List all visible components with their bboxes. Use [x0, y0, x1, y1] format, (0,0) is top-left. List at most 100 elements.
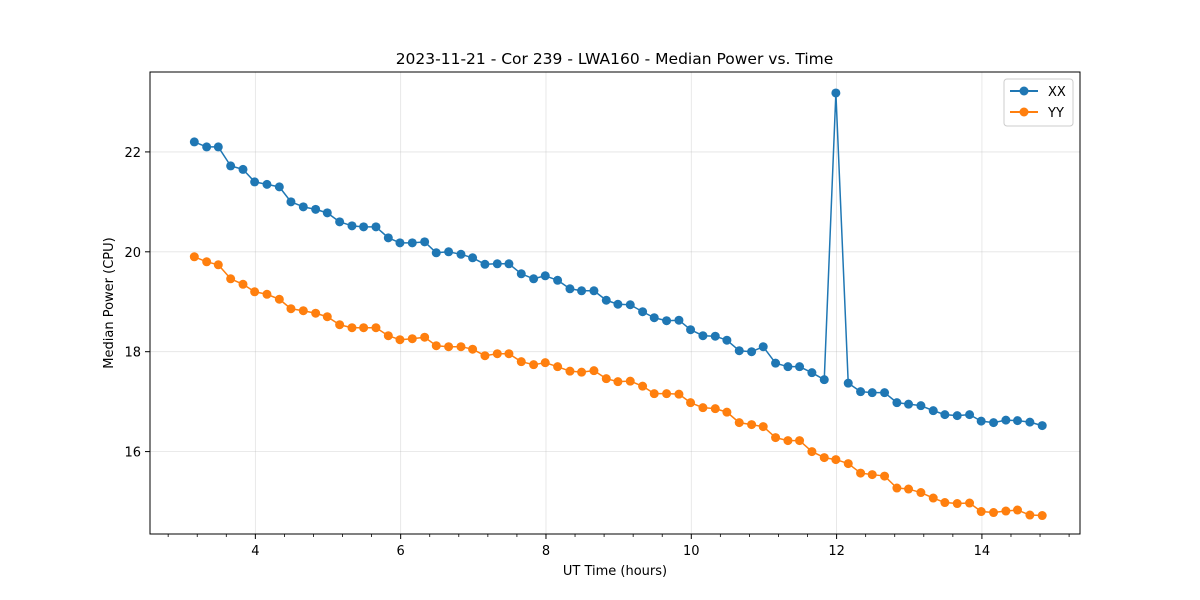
data-point-yy — [674, 389, 684, 399]
series-layer — [189, 88, 1047, 521]
data-point-xx — [262, 179, 272, 189]
x-tick-label: 6 — [397, 544, 405, 559]
data-point-xx — [904, 399, 914, 409]
data-point-yy — [553, 362, 563, 372]
x-tick-label: 4 — [251, 544, 259, 559]
data-point-yy — [565, 366, 575, 376]
data-point-yy — [649, 389, 659, 399]
data-point-yy — [371, 323, 381, 333]
data-point-yy — [516, 357, 526, 367]
data-point-xx — [795, 362, 805, 372]
data-point-yy — [625, 376, 635, 386]
data-point-yy — [286, 304, 296, 314]
data-point-yy — [662, 389, 672, 399]
data-point-xx — [601, 295, 611, 305]
data-point-yy — [976, 507, 986, 517]
data-point-yy — [916, 488, 926, 498]
data-point-yy — [213, 260, 223, 270]
data-point-xx — [238, 164, 248, 174]
data-point-xx — [456, 249, 466, 259]
data-point-yy — [807, 447, 817, 457]
data-point-xx — [638, 307, 648, 317]
data-point-yy — [613, 377, 623, 387]
data-point-xx — [468, 253, 478, 263]
data-point-xx — [867, 388, 877, 398]
data-point-xx — [928, 406, 938, 416]
data-point-xx — [1025, 417, 1035, 427]
data-point-yy — [904, 484, 914, 494]
data-point-xx — [298, 202, 308, 212]
data-point-xx — [311, 204, 321, 214]
y-tick-label: 22 — [124, 146, 141, 161]
data-point-xx — [843, 378, 853, 388]
data-point-xx — [202, 142, 212, 152]
data-point-xx — [565, 284, 575, 294]
data-point-xx — [250, 177, 260, 187]
data-point-xx — [710, 331, 720, 341]
data-point-yy — [238, 279, 248, 289]
data-point-xx — [771, 358, 781, 368]
data-point-yy — [456, 342, 466, 352]
data-point-xx — [480, 259, 490, 269]
data-point-yy — [347, 323, 357, 333]
legend-marker-yy — [1019, 107, 1029, 117]
data-point-yy — [202, 257, 212, 267]
data-point-yy — [383, 331, 393, 341]
data-point-xx — [492, 259, 502, 269]
y-tick-label: 16 — [124, 446, 141, 461]
data-point-xx — [359, 222, 369, 232]
data-point-yy — [989, 508, 999, 518]
data-point-yy — [1013, 505, 1023, 515]
data-point-xx — [504, 259, 514, 269]
y-tick-label: 20 — [124, 246, 141, 261]
data-point-xx — [589, 286, 599, 296]
data-point-xx — [226, 161, 236, 171]
data-point-xx — [662, 316, 672, 326]
data-point-yy — [1001, 506, 1011, 516]
data-point-xx — [649, 313, 659, 323]
data-point-xx — [625, 300, 635, 310]
data-point-yy — [940, 498, 950, 508]
data-point-xx — [1001, 415, 1011, 425]
data-point-yy — [189, 252, 199, 262]
data-point-yy — [880, 471, 890, 481]
data-point-xx — [807, 368, 817, 378]
data-point-yy — [431, 341, 441, 351]
data-point-yy — [783, 436, 793, 446]
data-point-yy — [335, 320, 345, 330]
chart-title: 2023-11-21 - Cor 239 - LWA160 - Median P… — [396, 50, 834, 68]
data-point-xx — [880, 388, 890, 398]
data-point-xx — [383, 233, 393, 243]
data-point-xx — [892, 398, 902, 408]
data-point-yy — [758, 422, 768, 432]
data-point-xx — [407, 238, 417, 248]
data-point-yy — [867, 470, 877, 480]
data-point-xx — [758, 342, 768, 352]
data-point-xx — [831, 88, 841, 98]
data-point-yy — [638, 381, 648, 391]
x-axis-label: UT Time (hours) — [563, 564, 667, 579]
data-point-yy — [952, 499, 962, 509]
data-point-xx — [540, 271, 550, 281]
data-point-xx — [965, 410, 975, 420]
data-point-yy — [686, 398, 696, 408]
data-point-yy — [892, 483, 902, 493]
data-point-xx — [1037, 421, 1047, 431]
data-point-yy — [1025, 510, 1035, 520]
data-point-xx — [747, 347, 757, 357]
data-point-yy — [831, 455, 841, 465]
data-point-xx — [783, 362, 793, 372]
data-point-xx — [335, 217, 345, 227]
data-point-yy — [395, 335, 405, 345]
data-point-yy — [262, 289, 272, 299]
plot-frame — [149, 71, 1081, 535]
axis-ticks: 4 6 8 10 12 14 16 18 20 22 — [124, 146, 1070, 559]
data-point-xx — [856, 387, 866, 397]
legend-label-yy: YY — [1047, 106, 1064, 121]
data-point-xx — [189, 137, 199, 147]
data-point-xx — [371, 222, 381, 232]
data-point-yy — [734, 418, 744, 428]
data-point-yy — [771, 433, 781, 443]
data-point-yy — [468, 344, 478, 354]
data-point-xx — [976, 416, 986, 426]
